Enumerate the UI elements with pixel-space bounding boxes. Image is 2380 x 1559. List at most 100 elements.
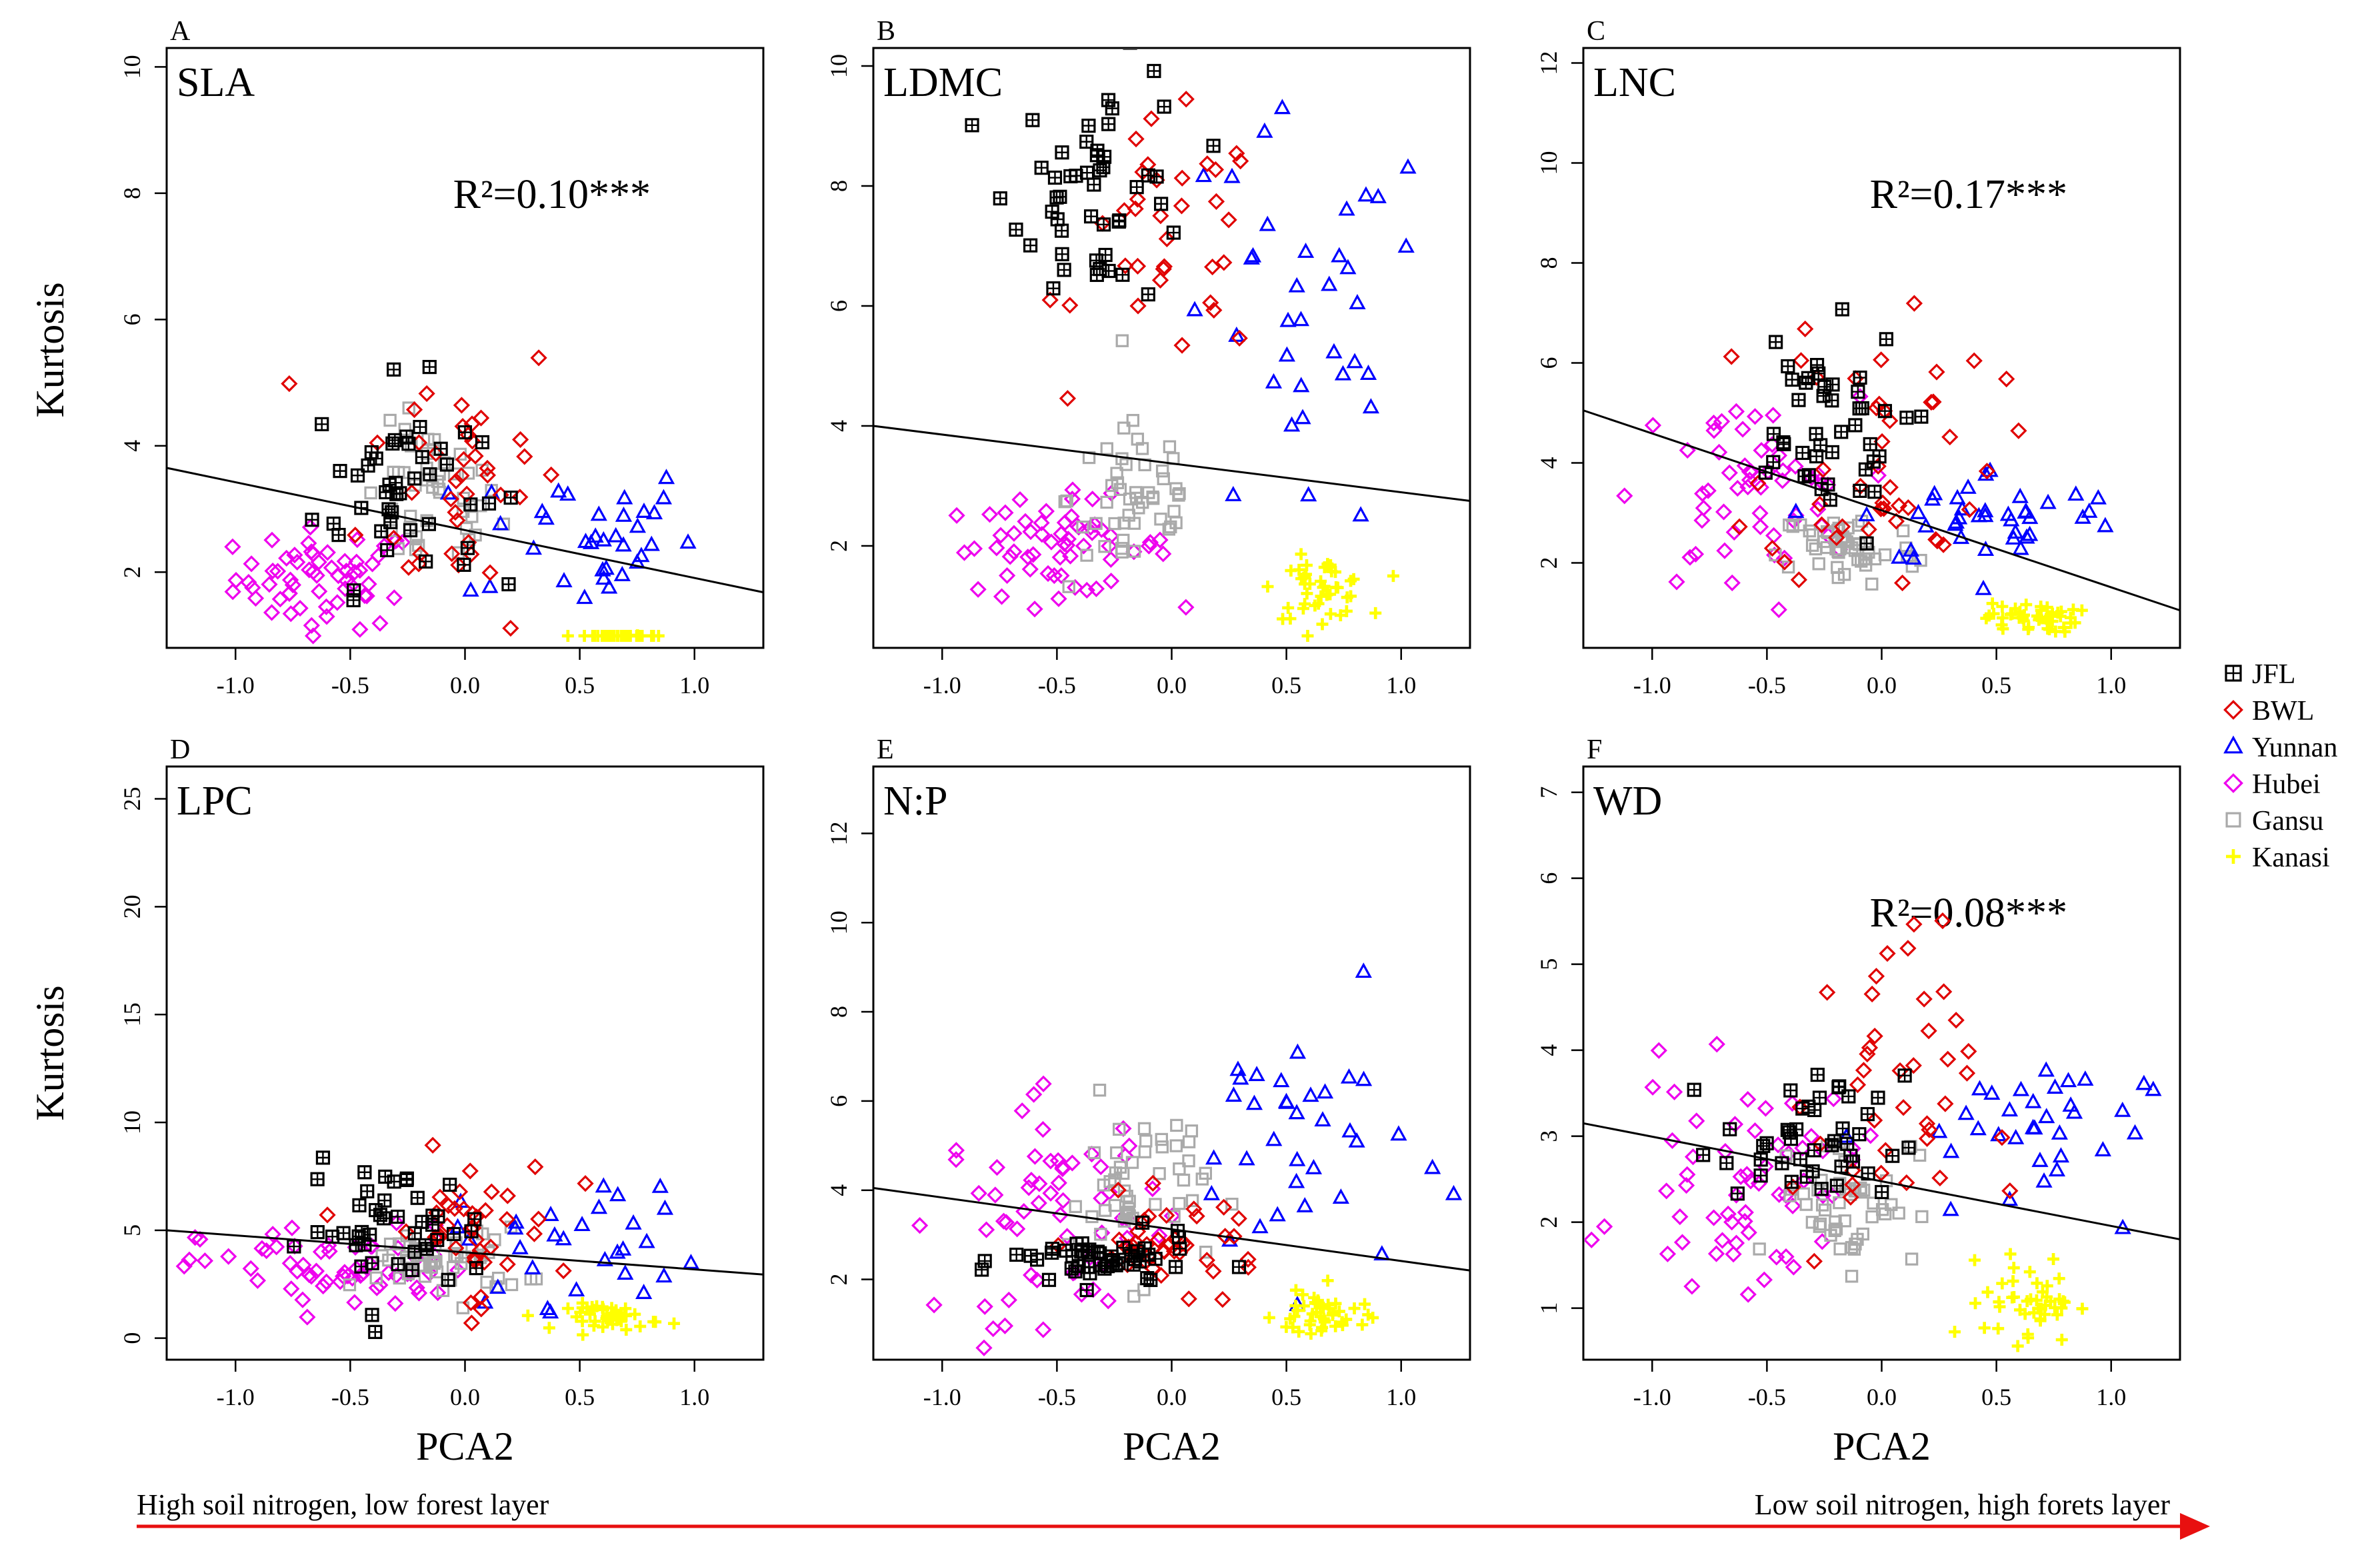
panel-C: C LNC R²=0.17*** -1.0 -0.5 0.0 0.5 1.0 2 4 6 8 10 12 (1535, 16, 2181, 699)
y-tick-label: 4 (1535, 457, 1562, 469)
ylabel-top: Kurtosis (28, 282, 72, 417)
x-tick-label: -1.0 (923, 1384, 961, 1410)
legend-item-hubei: Hubei (2223, 769, 2321, 800)
x-tick-label: -1.0 (1633, 672, 1671, 699)
y-tick-label: 6 (119, 313, 145, 325)
r-squared-annotation: R²=0.10*** (453, 172, 651, 217)
panel-title: LPC (177, 779, 253, 824)
x-tick-label: 0.0 (450, 672, 480, 699)
regression-line (1583, 1122, 2181, 1240)
legend-label: Gansu (2252, 806, 2323, 836)
points-layer (948, 49, 1417, 642)
series-Hubei (224, 519, 411, 645)
series-Kanasi (521, 1297, 681, 1341)
legend-item-bwl: BWL (2223, 696, 2314, 727)
y-tick-label: 2 (1535, 557, 1562, 569)
plot-frame (872, 765, 1471, 1361)
panel-D: D LPC -1.0 -0.5 0.0 0.5 1.0 0 5 10 15 20 25 PCA2 (119, 735, 765, 1468)
series-JFL (1758, 302, 1929, 551)
panel-B: B LDMC -1.0 -0.5 0.0 0.5 1.0 2 4 6 8 10 (825, 16, 1471, 699)
y-tick-label: 7 (1535, 786, 1562, 798)
regression-line (873, 425, 1471, 502)
series-JFL (305, 359, 518, 608)
panel-A: A SLA R²=0.10*** -1.0 -0.5 0.0 0.5 1.0 2 4 6 8 10 (119, 16, 765, 699)
series-Kanasi (561, 629, 665, 642)
plot-frame (1582, 47, 2181, 649)
panel-letter: F (1587, 735, 1602, 765)
y-tick-label: 2 (1535, 1216, 1562, 1228)
y-tick-label: 6 (825, 1095, 852, 1107)
y-tick-label: 10 (825, 54, 852, 78)
x-tick-label: 1.0 (1386, 672, 1416, 699)
x-tick-label: -0.5 (1038, 672, 1076, 699)
y-tick-label: 10 (119, 55, 145, 79)
y-tick-label: 10 (825, 910, 852, 934)
legend: JFL BWL Yunnan Hubei Gansu Kanasi (2223, 659, 2337, 873)
series-Hubei (948, 481, 1195, 618)
x-tick-label: 0.0 (1157, 672, 1187, 699)
points-layer (224, 349, 697, 645)
x-tick-label: -0.5 (1748, 1384, 1786, 1410)
x-tick-label: 0.5 (565, 1384, 595, 1410)
series-Yunnan (1186, 99, 1417, 522)
series-Gansu (1058, 334, 1186, 593)
series-JFL (287, 1150, 483, 1339)
y-tick-label: 5 (119, 1224, 145, 1236)
r-squared-annotation: R²=0.17*** (1870, 172, 2067, 217)
y-tick-label: 6 (1535, 872, 1562, 884)
series-Kanasi (1980, 597, 2088, 638)
x-tick-label: -1.0 (217, 672, 255, 699)
legend-label: Hubei (2252, 769, 2321, 800)
y-tick-label: 15 (119, 1002, 145, 1026)
y-tick-label: 12 (825, 821, 852, 845)
legend-label: Kanasi (2252, 842, 2330, 873)
regression-line (873, 1186, 1471, 1272)
y-tick-label: 0 (119, 1332, 145, 1344)
y-tick-label: 8 (825, 180, 852, 192)
y-tick-label: 4 (825, 420, 852, 432)
ylabel-bottom: Kurtosis (28, 985, 72, 1120)
series-BWL (1041, 91, 1249, 407)
x-tick-label: -0.5 (1748, 672, 1786, 699)
regression-line (1583, 409, 2181, 612)
x-tick-label: 0.0 (1157, 1384, 1187, 1410)
y-tick-label: 4 (119, 440, 145, 452)
panel-title: N:P (883, 779, 947, 824)
series-Yunnan (439, 469, 697, 605)
series-Yunnan (449, 1177, 700, 1319)
points-layer (1585, 912, 2162, 1352)
regression-line (166, 1229, 764, 1276)
x-tick-label: 0.5 (565, 672, 595, 699)
panel-title: LNC (1593, 60, 1676, 105)
legend-item-gansu: Gansu (2225, 806, 2323, 836)
series-Hubei (1616, 388, 1887, 619)
x-tick-label: -1.0 (923, 672, 961, 699)
gradient-right-label: Low soil nitrogen, high forets layer (1755, 1488, 2171, 1521)
y-tick-label: 8 (119, 187, 145, 199)
series-JFL (965, 49, 1221, 302)
y-tick-label: 6 (825, 300, 852, 312)
panel-letter: C (1587, 16, 1605, 47)
x-tick-label: 0.5 (1271, 672, 1301, 699)
y-tick-label: 2 (825, 1274, 852, 1286)
x-axis-label: PCA2 (1123, 1424, 1221, 1468)
legend-label: JFL (2252, 659, 2295, 690)
panel-letter: E (877, 735, 894, 765)
y-tick-label: 8 (1535, 257, 1562, 269)
x-tick-label: 0.5 (1271, 1384, 1301, 1410)
x-tick-label: 1.0 (679, 1384, 709, 1410)
x-axis-label: PCA2 (416, 1424, 514, 1468)
y-tick-label: 1 (1535, 1302, 1562, 1314)
points-layer (911, 962, 1463, 1356)
series-Yunnan (1837, 1061, 2162, 1234)
gradient-left-label: High soil nitrogen, low forest layer (137, 1488, 549, 1521)
y-tick-label: 12 (1535, 51, 1562, 75)
y-tick-label: 4 (1535, 1044, 1562, 1056)
panel-letter: B (877, 16, 895, 47)
series-Kanasi (1261, 548, 1399, 642)
r-squared-annotation: R²=0.08*** (1870, 890, 2067, 936)
series-BWL (1784, 912, 2019, 1270)
y-tick-label: 4 (825, 1184, 852, 1196)
